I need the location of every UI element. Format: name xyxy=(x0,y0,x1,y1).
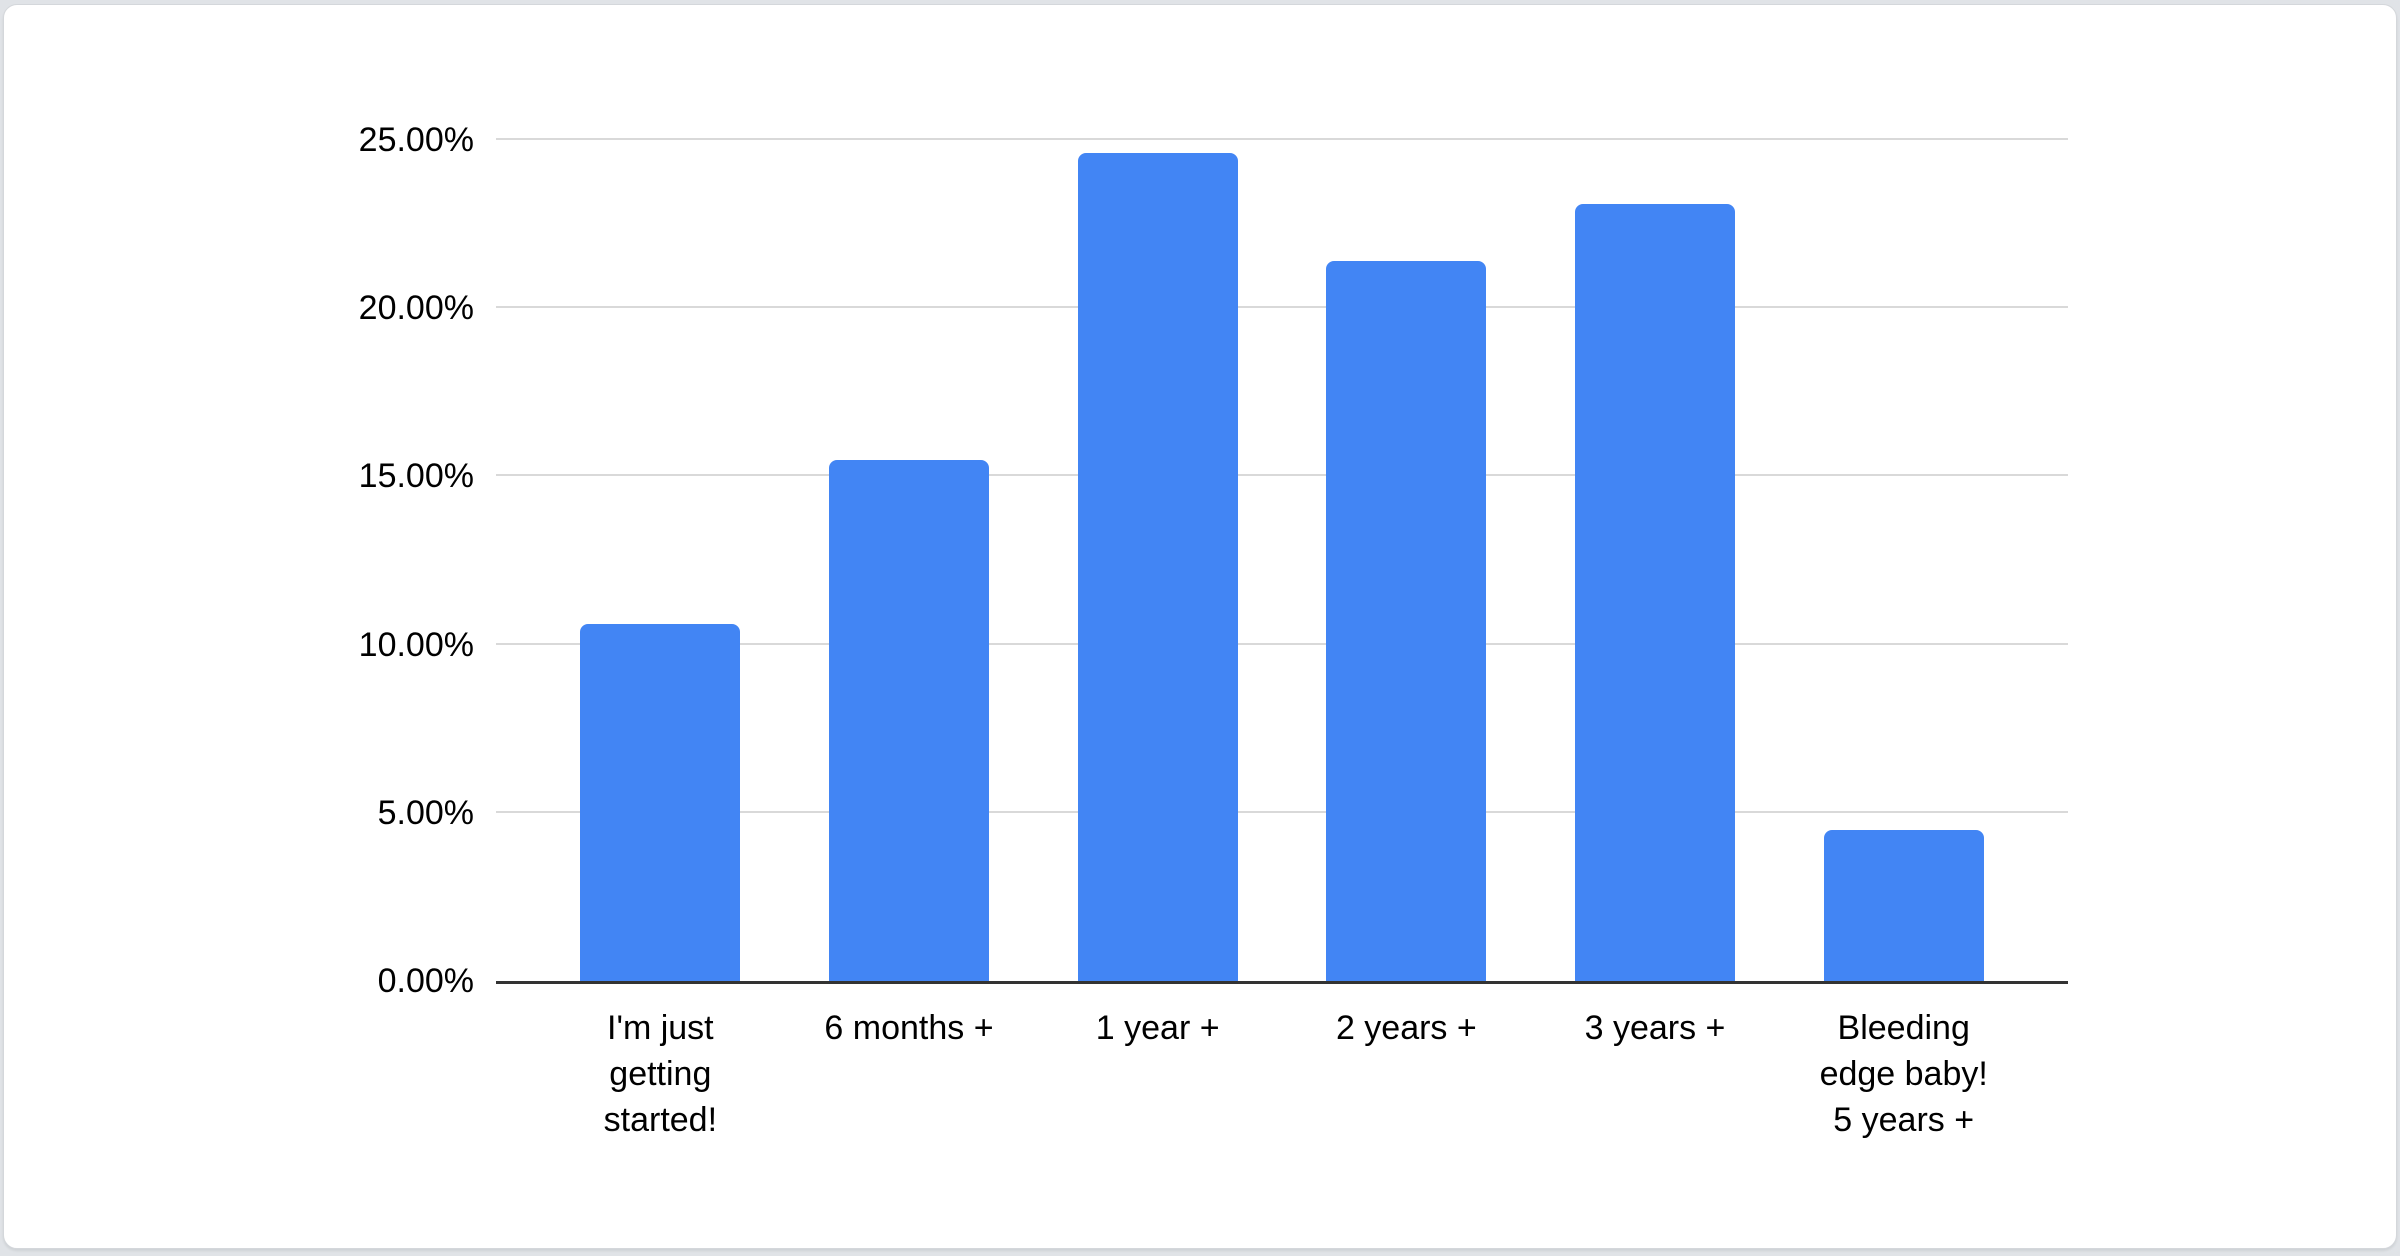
y-axis-tick-label: 20.00% xyxy=(358,289,474,328)
bar-slot xyxy=(785,140,1034,981)
gridline xyxy=(496,810,2068,813)
bar[interactable] xyxy=(1326,261,1487,981)
bar[interactable] xyxy=(580,624,741,981)
gridline xyxy=(496,642,2068,645)
gridline xyxy=(496,138,2068,140)
bar[interactable] xyxy=(1077,153,1238,981)
bar-slot xyxy=(1282,140,1531,981)
bar[interactable] xyxy=(1823,829,1984,981)
gridline xyxy=(496,474,2068,477)
x-axis-label: 6 months + xyxy=(824,1009,994,1047)
y-axis-tick-label: 10.00% xyxy=(358,625,474,664)
bar-slot xyxy=(1033,140,1282,981)
x-axis-label: I'm just getting started! xyxy=(603,1009,718,1139)
y-axis-tick-label: 15.00% xyxy=(358,457,474,496)
bar-slot xyxy=(536,140,785,981)
x-axis: I'm just getting started! 6 months + 1 year … xyxy=(536,1005,2028,1143)
x-axis-label: 2 years + xyxy=(1335,1009,1477,1047)
x-axis-line xyxy=(496,981,2068,984)
y-axis-tick-label: 0.00% xyxy=(377,962,474,1000)
x-axis-label: 3 years + xyxy=(1584,1009,1726,1047)
gridline xyxy=(496,306,2068,309)
y-axis: 0.00% 5.00% 10.00% 15.00% 20.00% 25.00% xyxy=(4,121,474,1000)
bar-chart: 0.00% 5.00% 10.00% 15.00% 20.00% 25.00% I'm j… xyxy=(4,5,2396,1248)
y-axis-tick-label: 5.00% xyxy=(377,793,474,832)
bar-slot xyxy=(1779,140,2028,981)
bar-slot xyxy=(1531,140,1780,981)
plot-area xyxy=(496,138,2068,984)
chart-card: 0.00% 5.00% 10.00% 15.00% 20.00% 25.00% I'm j… xyxy=(3,4,2397,1249)
x-axis-label: 1 year + xyxy=(1095,1009,1220,1047)
x-axis-label: Bleeding edge baby! 5 years + xyxy=(1819,1009,1988,1139)
bar[interactable] xyxy=(829,459,989,981)
y-axis-tick-label: 25.00% xyxy=(358,121,474,159)
bar[interactable] xyxy=(1575,203,1736,981)
bars xyxy=(536,140,2028,981)
